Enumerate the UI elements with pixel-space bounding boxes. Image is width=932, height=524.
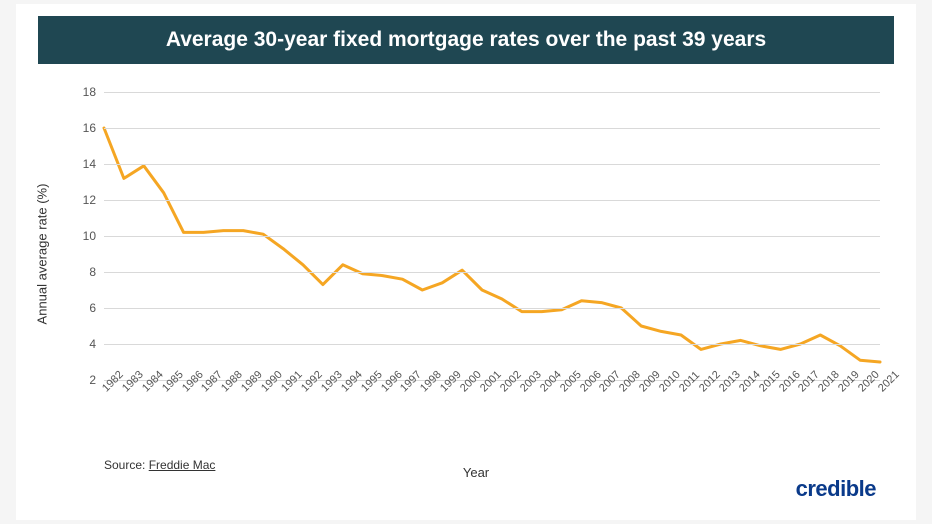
gridline	[104, 200, 880, 201]
chart-title: Average 30-year fixed mortgage rates ove…	[166, 28, 766, 52]
gridline	[104, 92, 880, 93]
y-tick-label: 12	[83, 193, 104, 207]
x-axis-label: Year	[463, 465, 489, 480]
gridline	[104, 272, 880, 273]
chart-area: Annual average rate (%) 2468101214161819…	[60, 84, 892, 424]
brand-logo: credible	[796, 476, 876, 502]
gridline	[104, 236, 880, 237]
y-tick-label: 18	[83, 85, 104, 99]
y-tick-label: 16	[83, 121, 104, 135]
gridline	[104, 344, 880, 345]
y-tick-label: 10	[83, 229, 104, 243]
y-tick-label: 14	[83, 157, 104, 171]
chart-card: Average 30-year fixed mortgage rates ove…	[16, 4, 916, 520]
source-attribution: Source: Freddie Mac	[104, 458, 215, 472]
y-tick-label: 6	[89, 301, 104, 315]
title-bar: Average 30-year fixed mortgage rates ove…	[38, 16, 894, 64]
source-link[interactable]: Freddie Mac	[149, 458, 216, 472]
gridline	[104, 164, 880, 165]
y-tick-label: 8	[89, 265, 104, 279]
y-axis-label: Annual average rate (%)	[35, 184, 50, 325]
y-tick-label: 4	[89, 337, 104, 351]
gridline	[104, 308, 880, 309]
gridline	[104, 128, 880, 129]
plot-region: 2468101214161819821983198419851986198719…	[104, 92, 880, 380]
source-prefix: Source:	[104, 458, 149, 472]
